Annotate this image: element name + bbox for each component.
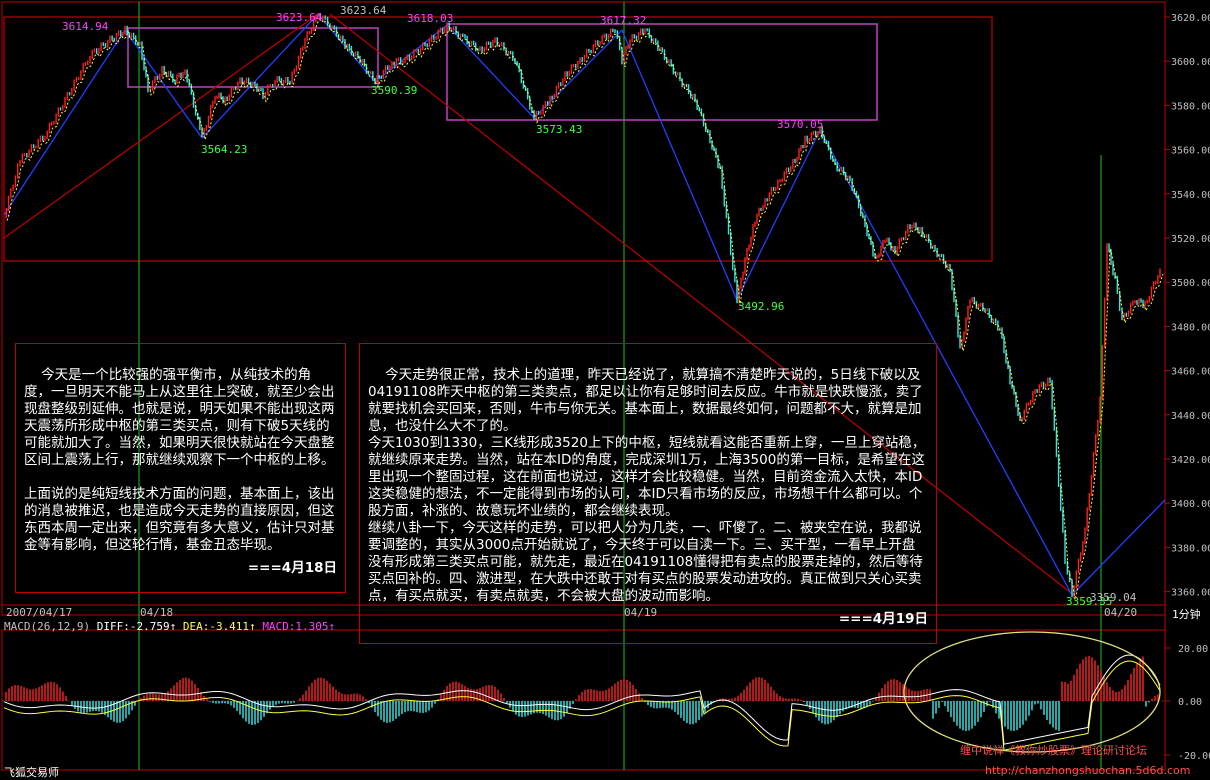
macd-dea-line [3,660,1161,751]
timeframe-label[interactable]: 1分钟 [1172,608,1201,621]
moving-average-lines [6,18,1164,600]
label-high-1: 3614.94 [62,20,109,33]
macd-diff: DIFF:-2.759 [96,620,170,633]
label-high-2: 3623.64 [276,11,323,24]
pivot-zone-box [3,16,993,262]
label-high-5: 3617.32 [600,14,647,27]
price-tick-label: 3540.00 [1171,190,1210,201]
macd-value: MACD:1.305 [262,620,329,633]
watermark-url: http://chanzhongshuochan.5d6d.com [985,764,1191,777]
label-low-5: 3359.35 [1066,595,1113,608]
macd-dea: DEA:-3.411 [182,620,250,633]
label-low-2: 3590.39 [371,84,418,97]
price-tick-label: 3600.00 [1171,57,1210,68]
trend-line-down-2 [329,13,1076,597]
price-tick-label: 3580.00 [1171,101,1210,112]
macd-axis: 20.00 0.00 -20.00 [1165,644,1210,762]
stroke-line [3,13,1166,597]
label-low-3: 3573.43 [536,123,583,136]
price-tick-label: 3360.00 [1171,588,1210,599]
price-tick-label: 3400.00 [1171,499,1210,510]
price-tick-label: 3460.00 [1171,367,1210,378]
highlight-oval [903,631,1161,753]
note-0419: 今天走势很正常，技术上的道理，昨天已经说了，就算搞不清楚昨天说的，5日线下破以及… [359,343,937,644]
price-tick-label: 3560.00 [1171,146,1210,157]
label-low-4: 3492.96 [738,300,785,313]
ma-line [6,18,1164,600]
note-0419-date: ===4月19日 [838,611,928,627]
price-candles [5,13,1161,598]
label-high-4: 3618.03 [407,12,454,25]
note-0419-p2: 今天1030到1330，三K线形成3520上下的中枢，短线就看这能否重新上穿，一… [368,435,926,519]
pivot-box-2 [446,23,878,121]
label-low-6: 3359.04 [1090,591,1137,604]
date-label-0419: 04/19 [624,606,658,619]
macd-header: MACD(26,12,9) DIFF:-2.759↑ DEA:-3.411↑ M… [4,620,336,633]
price-axis: 3620.00 3600.00 3580.00 3560.00 3540.00 3520.… [1165,13,1210,599]
macd-tick-label: 0.00 [1178,697,1202,708]
label-high-6: 3570.05 [777,118,824,131]
app-title: 飞狐交易师 [4,766,59,779]
price-tick-label: 3500.00 [1171,278,1210,289]
stroke-lines [3,13,1166,597]
label-high-3: 3623.64 [340,4,387,17]
macd-tick-label: -20.00 [1178,751,1210,762]
macd-tick-label: 20.00 [1178,644,1208,655]
price-tick-label: 3620.00 [1171,13,1210,24]
trend-line-down [3,13,319,239]
date-label-0418: 04/18 [140,606,174,619]
price-tick-label: 3380.00 [1171,543,1210,554]
note-0419-p1: 今天走势很正常，技术上的道理，昨天已经说了，就算搞不清楚昨天说的，5日线下破以及… [368,367,923,434]
macd-plot [2,654,1165,751]
note-0418: 今天是一个比较强的强平衡市，从纯技术的角度，一旦明天不能马上从这里往上突破，就至… [15,343,346,593]
price-tick-label: 3440.00 [1171,411,1210,422]
watermark-title: 缠中说禅《教你炒股票》理论研讨论坛 [960,744,1147,757]
price-tick-label: 3420.00 [1171,455,1210,466]
note-0418-date: ===4月18日 [247,560,337,576]
note-0418-p2: 上面说的是纯短线技术方面的问题，基本面上，该出的消息被推迟，也是造成今天走势的直… [24,486,335,553]
note-0419-p3: 继续八卦一下，今天这样的走势，可以把人分为几类，一、吓傻了。二、被夹空在说，我都… [368,520,923,604]
note-0418-p1: 今天是一个比较强的强平衡市，从纯技术的角度，一旦明天不能马上从这里往上突破，就至… [24,367,335,468]
price-tick-label: 3480.00 [1171,322,1210,333]
macd-title: MACD(26,12,9) [4,620,91,633]
macd-diff-line [3,654,1161,745]
date-label-0417: 2007/04/17 [6,606,73,619]
price-tick-label: 3520.00 [1171,234,1210,245]
date-label-0420: 04/20 [1104,606,1138,619]
label-low-1: 3564.23 [201,143,248,156]
